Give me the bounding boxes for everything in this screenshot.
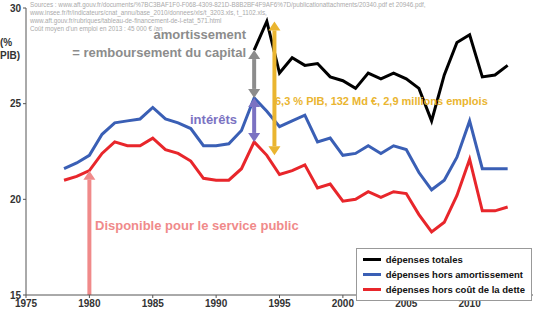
svg-text:25: 25	[10, 98, 22, 109]
svg-text:20: 20	[10, 194, 22, 205]
svg-text:2005: 2005	[395, 298, 418, 310]
svg-text:1990: 1990	[205, 298, 228, 309]
svg-text:1985: 1985	[142, 298, 165, 309]
html-text:intérêts: intérêts	[190, 112, 237, 127]
html-text:Sources : www.aft.gouv.fr/docu: Sources : www.aft.gouv.fr/documents/%7BC…	[30, 1, 426, 8]
html-text:www.insee.fr/fr/indicateurs/cn: www.insee.fr/fr/indicateurs/cnat_annu/ba…	[30, 9, 267, 16]
html-text:dépenses hors amortissement: dépenses hors amortissement	[385, 269, 523, 280]
html-text:= remboursement du capital: = remboursement du capital	[72, 45, 246, 60]
html-text:Coût moyen d'un emploi en 2013: Coût moyen d'un emploi en 2013 : 45 000 …	[30, 25, 163, 32]
svg-text:2000: 2000	[332, 298, 355, 309]
html-text:amortissement: amortissement	[153, 27, 246, 42]
html-text:www.aft.gouv.fr/rubriques/tabl: www.aft.gouv.fr/rubriques/tableau-de-fin…	[30, 17, 222, 24]
html-text:dépenses totales: dépenses totales	[385, 254, 463, 265]
html-text:6,3 % PIB, 132 Md €, 2,9 milli: 6,3 % PIB, 132 Md €, 2,9 millions emploi…	[275, 95, 488, 107]
html-text:Disponible pour le service pub: Disponible pour le service public	[95, 218, 299, 233]
html-text:(% PIB): (% PIB)	[0, 37, 20, 61]
svg-text:2010: 2010	[458, 298, 481, 310]
svg-text:15: 15	[10, 290, 22, 301]
svg-text:1975: 1975	[14, 298, 38, 310]
svg-text:1980: 1980	[78, 298, 101, 309]
svg-text:1995: 1995	[268, 298, 291, 309]
svg-text:30: 30	[10, 3, 22, 14]
html-text:dépenses hors coût de la dette: dépenses hors coût de la dette	[385, 284, 525, 295]
